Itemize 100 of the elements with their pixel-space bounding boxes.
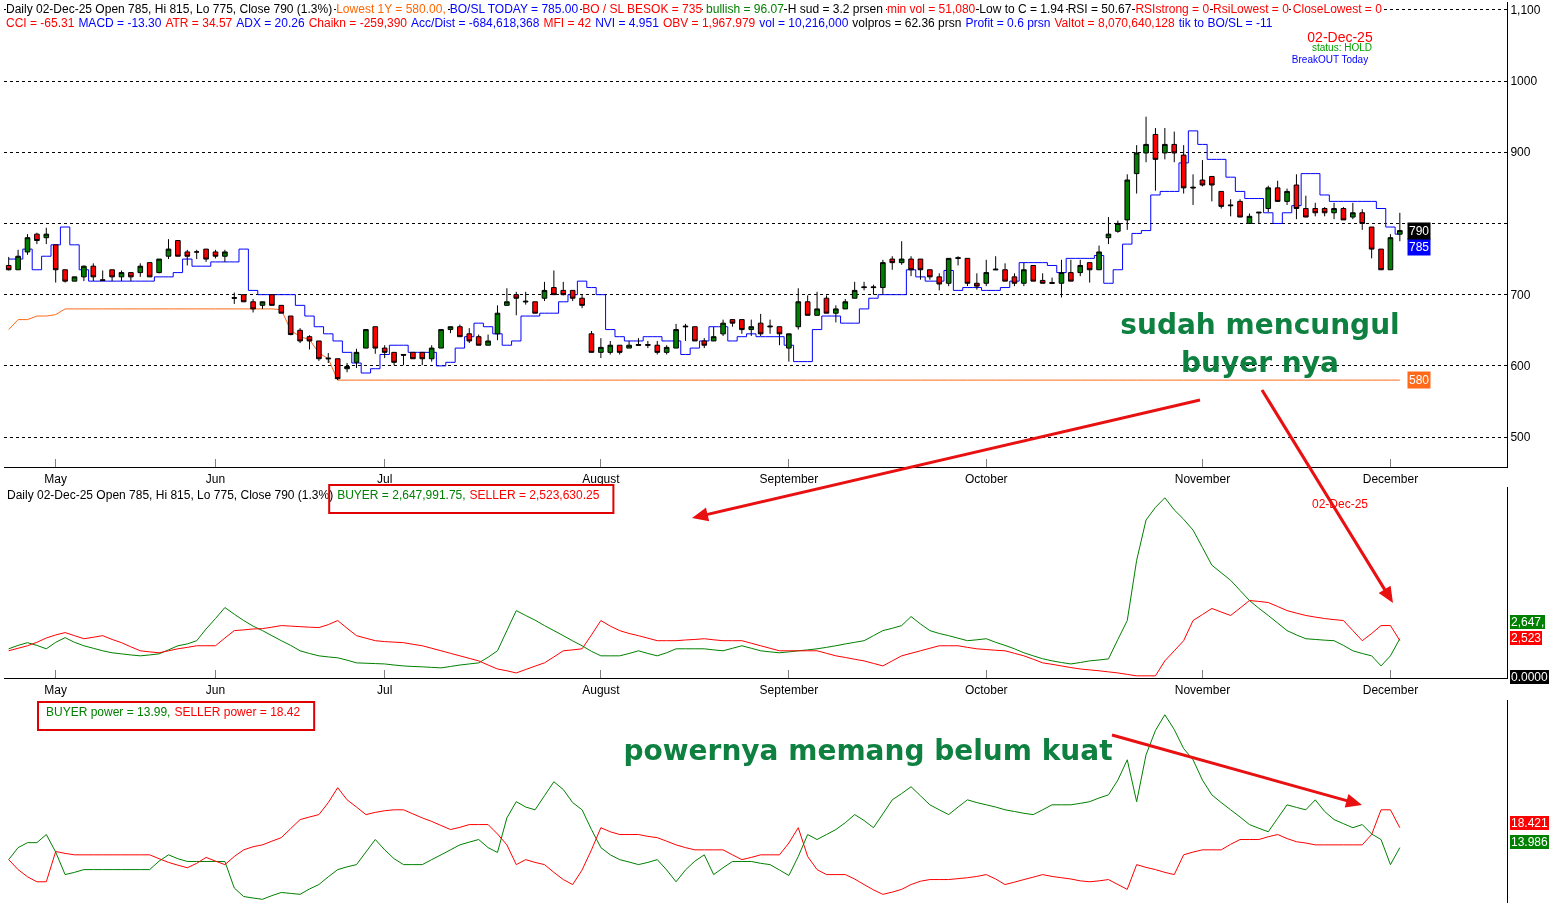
text: 2,647,	[1510, 615, 1546, 629]
candlestick	[1340, 206, 1347, 221]
candlestick	[607, 340, 614, 355]
candlestick	[457, 324, 463, 338]
candlestick	[1312, 202, 1319, 217]
x-tick-label: October	[964, 472, 1008, 487]
candlestick	[1068, 259, 1074, 282]
y-tick-label: 600	[1510, 359, 1531, 374]
candlestick	[720, 319, 726, 337]
candlestick	[776, 326, 783, 346]
candlestick	[269, 294, 275, 306]
candlestick	[1199, 159, 1206, 187]
text: 18.421	[1510, 816, 1549, 830]
candlestick	[81, 264, 87, 282]
candlestick	[165, 238, 172, 260]
candlestick	[701, 337, 708, 349]
data-label: 785	[1409, 240, 1430, 254]
candlestick	[1209, 175, 1215, 202]
candlestick	[90, 262, 97, 282]
candlestick	[43, 227, 50, 245]
x-tick-label: August	[582, 683, 621, 698]
annotation: RsiLowest = 0	[1213, 2, 1289, 16]
candlestick	[569, 289, 576, 302]
candlestick	[748, 319, 755, 337]
annotation: CCI = -65.31	[6, 16, 75, 30]
candlestick	[1331, 202, 1337, 220]
candlestick	[1227, 198, 1234, 217]
candlestick	[955, 255, 961, 266]
annotation: min vol = 51,080	[886, 2, 976, 16]
candlestick	[146, 262, 153, 278]
candlestick	[983, 259, 990, 287]
candlestick	[1021, 262, 1027, 287]
annotation: status: HOLD	[1312, 42, 1372, 54]
x-tick-label: Jun	[205, 472, 226, 487]
candlestick	[917, 258, 924, 281]
annotation: RSIstrong = 0	[1135, 2, 1210, 16]
line-series	[8, 308, 1401, 381]
annotation: MFI = 42	[543, 16, 592, 30]
candlestick	[927, 269, 933, 281]
candlestick	[363, 329, 369, 349]
candlestick	[710, 326, 717, 342]
annotation: BO/SL TODAY = 785.00	[449, 2, 579, 16]
x-tick-label: Jun	[205, 683, 226, 698]
annotation: sudah mencungul buyer nya	[1120, 307, 1400, 381]
annotation: Profit = 0.6 prsn	[965, 16, 1051, 30]
annotation: MACD = -13.30	[78, 16, 162, 30]
candlestick	[692, 326, 698, 342]
annotation: Lowest 1Y = 580.00,	[336, 2, 446, 16]
candlestick	[372, 326, 379, 355]
candlestick	[175, 240, 181, 257]
candlestick	[1030, 264, 1037, 282]
candlestick	[222, 249, 228, 263]
annotation: Low to C = 1.94	[979, 2, 1064, 16]
candlestick	[673, 323, 679, 349]
candlestick	[1086, 262, 1093, 284]
candlestick	[156, 258, 162, 274]
y-tick-label: 1000	[1510, 74, 1538, 89]
candlestick	[1077, 259, 1084, 277]
text: 2,523	[1510, 631, 1543, 645]
candlestick	[729, 319, 736, 328]
candlestick	[833, 304, 839, 323]
candlestick	[410, 351, 416, 360]
candlestick	[682, 323, 689, 342]
candlestick	[1293, 173, 1300, 220]
candlestick	[786, 333, 792, 363]
candlestick	[767, 319, 773, 335]
candlestick	[212, 249, 219, 259]
annotation: SELLER = 2,523,630.25	[469, 488, 600, 502]
annotation: BUYER power = 13.99,	[46, 705, 171, 719]
annotation: tik to BO/SL = -11	[1178, 16, 1273, 30]
candlestick	[447, 326, 454, 334]
candlestick	[739, 319, 745, 335]
candlestick	[24, 233, 31, 256]
annotation: NVI = 4.951	[595, 16, 659, 30]
annotation: BUYER = 2,647,991.75,	[337, 488, 466, 502]
annotation: 02-Dec-25	[1307, 29, 1373, 45]
candlestick	[908, 255, 914, 277]
candlestick	[71, 276, 78, 282]
annotation: Acc/Dist = -684,618,368	[411, 16, 540, 30]
annotation: CloseLowest = 0	[1292, 2, 1382, 16]
candlestick	[485, 334, 491, 346]
candlestick	[1190, 173, 1196, 206]
candlestick	[287, 315, 294, 336]
data-label: 580	[1409, 373, 1430, 387]
candlestick	[466, 327, 473, 344]
candlestick	[137, 262, 144, 278]
candlestick	[278, 304, 285, 314]
candlestick	[1378, 248, 1384, 271]
candlestick	[1350, 202, 1356, 220]
candlestick	[1039, 272, 1046, 284]
y-tick-label: 900	[1510, 145, 1531, 160]
annotation: powernya memang belum kuat	[623, 733, 1113, 769]
candlestick	[1368, 226, 1375, 259]
candlestick	[992, 255, 999, 271]
candlestick	[428, 344, 435, 363]
annotation: volpros = 62.36 prsn	[852, 16, 962, 30]
candlestick	[1274, 180, 1281, 202]
text: 0.0000	[1510, 670, 1549, 684]
x-tick-label: May	[44, 472, 68, 487]
candlestick	[128, 272, 134, 282]
